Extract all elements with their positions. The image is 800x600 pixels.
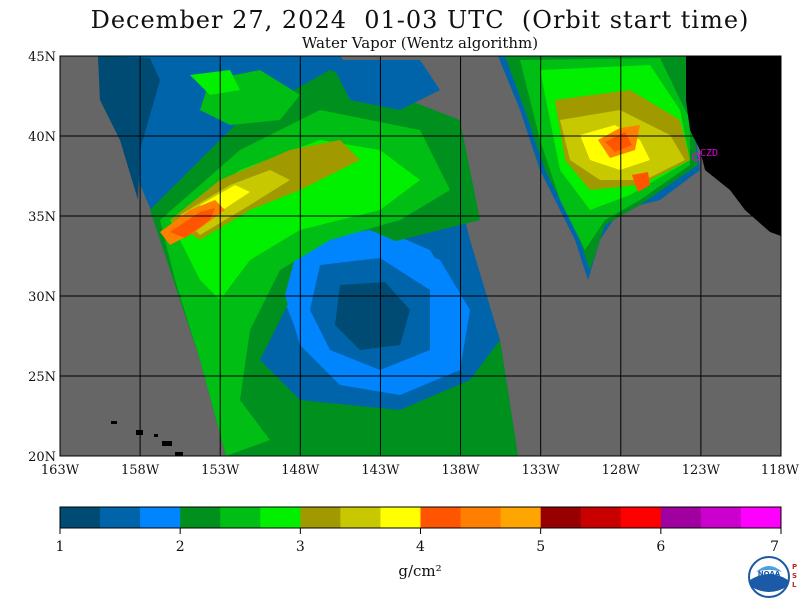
latitude-label: 20N [28, 450, 56, 465]
longitude-label: 133W [522, 463, 561, 478]
colorbar-cell [380, 507, 421, 528]
colorbar-cell [620, 507, 662, 528]
colorbar-cell [580, 507, 622, 528]
colorbar-tick-label: 3 [296, 539, 305, 555]
colorbar-tick-label: 4 [416, 539, 425, 555]
map-frame [59, 55, 782, 457]
colorbar-cell [260, 507, 301, 528]
latitude-label: 40N [28, 130, 56, 145]
colorbar-ticks: 1 2 3 4 5 6 7 [56, 528, 782, 555]
longitude-label: 153W [201, 463, 240, 478]
colorbar-cell [420, 507, 462, 528]
colorbar-cell [340, 507, 381, 528]
colorbar-cell [700, 507, 742, 528]
colorbar-cell [220, 507, 261, 528]
colorbar-cell [660, 507, 702, 528]
latitude-label: 45N [28, 50, 56, 65]
colorbar-cell [540, 507, 582, 528]
colorbar-cell [180, 507, 221, 528]
colorbar-tick-label: 7 [770, 539, 779, 555]
colorbar-cell [500, 507, 542, 528]
longitude-label: 138W [441, 463, 480, 478]
colorbar-cell [300, 507, 341, 528]
california-land [686, 56, 781, 236]
longitude-label: 118W [761, 463, 800, 478]
longitude-label: 148W [281, 463, 320, 478]
latitude-labels: 45N 40N 35N 30N 25N 20N [28, 50, 56, 465]
longitude-label: 158W [121, 463, 160, 478]
colorbar-cell [460, 507, 502, 528]
colorbar-tick-label: 5 [536, 539, 545, 555]
longitude-label: 163W [41, 463, 80, 478]
noaa-logo-icon: NOAA [748, 556, 790, 598]
hawaii-islands [111, 421, 183, 456]
colorbar-cell [60, 507, 101, 528]
east-swath [498, 56, 700, 280]
longitude-label: 128W [602, 463, 641, 478]
west-swath [98, 56, 518, 456]
noaa-logo-text: NOAA [758, 570, 781, 578]
page-subtitle: Water Vapor (Wentz algorithm) [301, 34, 539, 52]
colorbar-cell [740, 507, 782, 528]
station-marker-czd: CZD [691, 148, 718, 162]
colorbar-tick-label: 6 [656, 539, 665, 555]
latitude-label: 35N [28, 210, 56, 225]
longitude-labels: 163W 158W 153W 148W 143W 138W 133W 128W 123W 118W [41, 463, 800, 478]
longitude-label: 123W [682, 463, 721, 478]
latitude-label: 30N [28, 290, 56, 305]
colorbar-tick-label: 1 [56, 539, 65, 555]
latitude-label: 25N [28, 370, 56, 385]
station-label: CZD [700, 148, 718, 159]
colorbar-cell [100, 507, 141, 528]
page-title: December 27, 2024 01-03 UTC (Orbit start… [90, 6, 750, 34]
colorbar-cell [140, 507, 181, 528]
colorbar-tick-label: 2 [176, 539, 185, 555]
longitude-label: 143W [361, 463, 400, 478]
colorbar [60, 507, 782, 528]
colorbar-units: g/cm² [398, 562, 441, 580]
